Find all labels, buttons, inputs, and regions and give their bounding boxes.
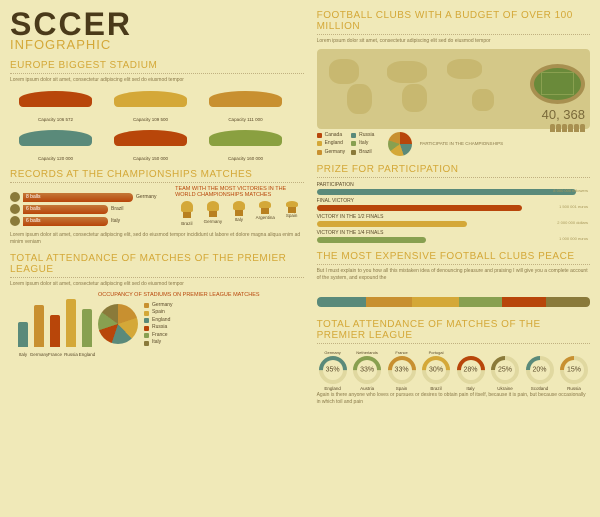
legend-item: Russia [144,324,173,332]
section-budget: FOOTBALL CLUBS WITH A BUDGET OF OVER 100… [317,10,590,35]
prize-row: VICTORY IN THE 1/4 FINALS1 000 000 euros [317,230,590,243]
donut-item: Netherlands33%Austria [351,350,383,382]
main-title: SCCER INFOGRAPHIC [10,10,304,52]
world-map: 40, 368 [317,49,590,129]
section-attendance-left: TOTAL ATTENDANCE OF MATCHES OF THE PREMI… [10,253,304,278]
donut-item: France33%Spain [386,350,418,382]
right-column: FOOTBALL CLUBS WITH A BUDGET OF OVER 100… [312,10,590,507]
stadium-item: Capacity 106 572 [10,87,101,122]
trophy-item: Brazil [180,201,194,226]
people-icons [550,124,585,132]
legend-item: Spain [144,309,173,317]
stadium-item: Capacity 120 000 [10,126,101,161]
donut-item: 15%Russia [558,350,590,382]
club-segment: 7000 qwertyBRAZIL [546,297,590,307]
donut-item: Portugal30%Brazil [420,350,452,382]
stadium-item: Capacity 109 500 [105,87,196,122]
legend-item: Russia [351,132,380,140]
donut-item: 28%Italy [455,350,487,382]
vbar-item: England [82,309,92,347]
record-bar: 6 ballsBrazil [10,204,167,214]
trophy-item: Germany [204,201,223,226]
club-segment: 7000 qwertyGERMANY [412,297,458,307]
legend-item: Italy [144,339,173,347]
vbar-item: Russia [66,299,76,347]
donut-item: 25%Ukraine [489,350,521,382]
donut-charts: Germany35%EnglandNetherlands33%AustriaFr… [317,350,590,382]
ball-icon [10,204,20,214]
legend-item: England [317,140,346,148]
stadium-item: Capacity 111 000 [200,87,291,122]
trophy-item: Spain [285,201,299,226]
stadium-item: Capacity 150 000 [105,126,196,161]
donut-item: 20%Scotland [524,350,556,382]
trophies-row: Brazil Germany Italy Argentina Spain [175,201,304,226]
record-bar: 6 ballsItaly [10,216,167,226]
legend-item: Brazil [351,149,380,157]
vbar-item: France [50,315,60,347]
club-segment: 7000 qwertyENGLAND [366,297,412,307]
donut-item: Germany35%England [317,350,349,382]
mini-pie-chart [388,132,412,156]
pie-legend: GermanySpainEnglandRussiaFranceItaly [144,302,173,347]
legend-item: England [144,317,173,325]
section-records: RECORDS AT THE CHAMPIONSHIPS MATCHES [10,169,304,183]
prize-row: VICTORY IN THE 1/2 FINALS2 000 000 dolla… [317,214,590,227]
club-segment: 7000 qwertyITALY [459,297,503,307]
stadium-item: Capacity 160 000 [200,126,291,161]
vbar-item: Italy [18,322,28,347]
club-segment: 7000 qwertyFRANCE [502,297,546,307]
legend-item: Italy [351,140,380,148]
section-attendance-right: TOTAL ATTENDANCE OF MATCHES OF THE PREMI… [317,319,590,344]
club-segment: 7000 qwertySPAIN [317,297,366,307]
ball-icon [10,192,20,202]
ball-icon [10,216,20,226]
left-column: SCCER INFOGRAPHIC EUROPE BIGGEST STADIUM… [10,10,312,507]
section-europe: EUROPE BIGGEST STADIUM [10,60,304,74]
legend-item: Canada [317,132,346,140]
legend-item: Germany [144,302,173,310]
vertical-bar-chart: Italy Germany France Russia England [10,292,92,347]
section-expensive: THE MOST EXPENSIVE FOOTBALL CLUBS PEACE [317,251,590,265]
stadiums-grid: Capacity 106 572Capacity 109 500Capacity… [10,87,304,161]
pie-chart [98,304,138,344]
legend-item: France [144,332,173,340]
trophy-item: Argentina [256,201,275,226]
prize-bars: PARTICIPATION8 000 000 followers FINAL VI… [317,182,590,243]
subtitle: INFOGRAPHIC [10,37,304,52]
map-legend: Canada Russia England Italy Germany Brazil [317,132,380,157]
prize-row: PARTICIPATION8 000 000 followers [317,182,590,195]
clubs-stacked-bar: 7000 qwertySPAIN7000 qwertyENGLAND7000 q… [317,297,590,307]
prize-row: FINAL VICTORY1 500 001 euros [317,198,590,211]
section-prize: PRIZE FOR PARTICIPATION [317,164,590,178]
legend-item: Germany [317,149,346,157]
records-bars: 8 ballsGermany 6 ballsBrazil 6 ballsItaly [10,190,167,228]
trophy-item: Italy [232,201,246,226]
stadium-3d-icon [530,64,585,104]
vbar-item: Germany [34,305,44,347]
stadium-capacity-number: 40, 368 [542,107,585,122]
record-bar: 8 ballsGermany [10,192,167,202]
